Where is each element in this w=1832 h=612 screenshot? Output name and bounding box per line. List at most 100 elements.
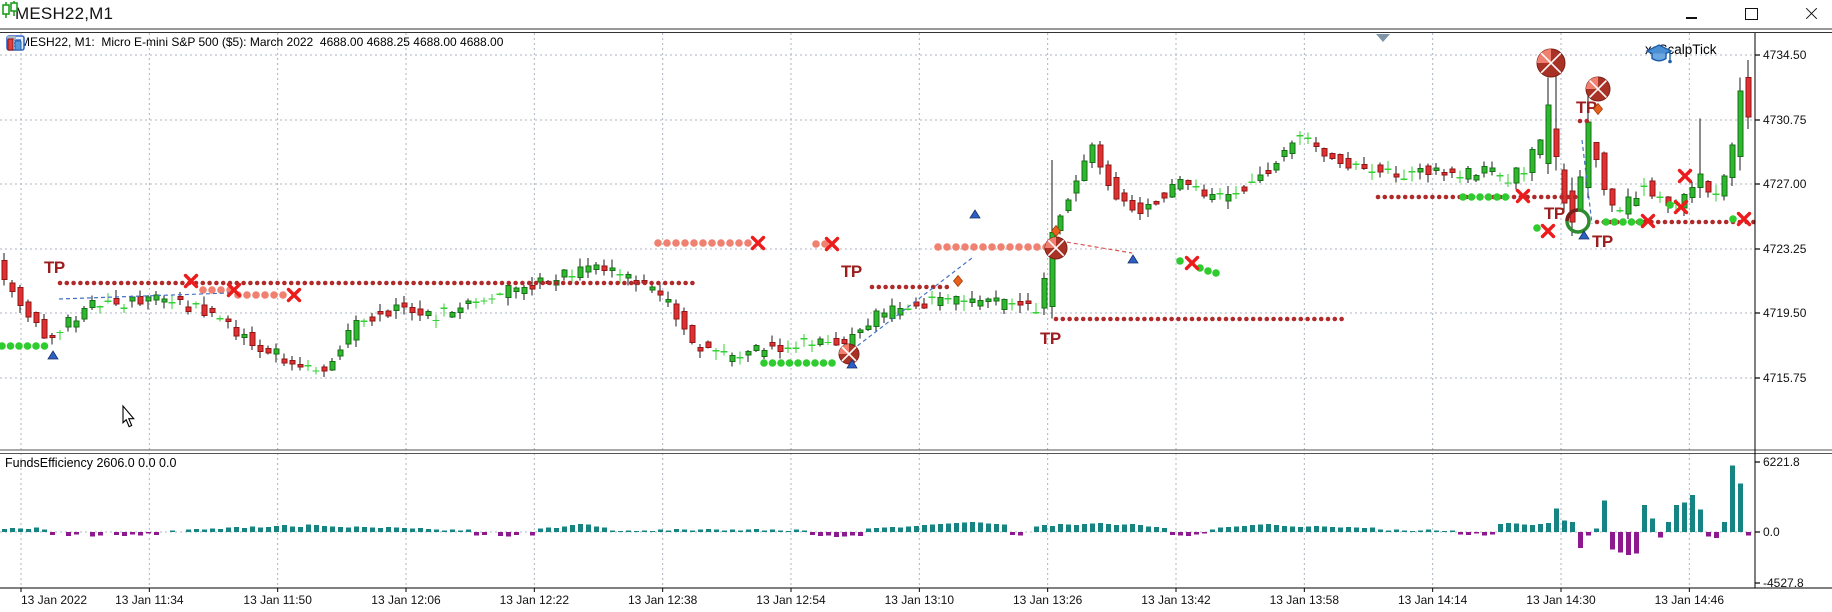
tp-label: TP bbox=[1040, 329, 1061, 348]
sell-diamond-icon bbox=[952, 274, 964, 288]
bear-candle bbox=[1, 260, 8, 281]
funds-efficiency-bar bbox=[1706, 532, 1711, 537]
funds-efficiency-bar bbox=[346, 527, 351, 532]
closed-trade-x-marks bbox=[183, 168, 1752, 303]
bull-candle bbox=[505, 284, 512, 299]
funds-efficiency-bar bbox=[578, 524, 583, 532]
bull-candle bbox=[513, 287, 520, 293]
funds-efficiency-bar bbox=[1674, 504, 1679, 532]
funds-efficiency-bar bbox=[658, 529, 663, 532]
bull-candle bbox=[1577, 176, 1584, 210]
funds-efficiency-bar bbox=[482, 532, 487, 535]
buy-arrow-icon bbox=[846, 359, 858, 369]
bull-candle bbox=[729, 354, 736, 363]
bear-candle bbox=[657, 290, 664, 296]
bear-candle bbox=[265, 348, 272, 354]
funds-efficiency-bar bbox=[930, 524, 935, 532]
bear-candle bbox=[673, 303, 680, 320]
bull-candle bbox=[817, 338, 824, 346]
chart-surface[interactable] bbox=[0, 33, 1755, 588]
funds-efficiency-bar bbox=[1402, 530, 1407, 532]
bear-candle bbox=[137, 296, 144, 305]
funds-efficiency-bar bbox=[754, 529, 759, 532]
bear-candle bbox=[225, 318, 232, 322]
bear-candle bbox=[377, 310, 384, 315]
funds-efficiency-bar bbox=[666, 530, 671, 532]
funds-efficiency-bar bbox=[1386, 530, 1391, 532]
funds-efficiency-bar bbox=[1002, 524, 1007, 532]
bull-candle bbox=[1257, 174, 1264, 181]
funds-efficiency-bar bbox=[610, 530, 615, 532]
funds-efficiency-bar bbox=[122, 532, 127, 536]
funds-efficiency-bar bbox=[1258, 524, 1263, 532]
funds-efficiency-bar bbox=[626, 530, 631, 532]
tp-label: TP bbox=[1576, 98, 1597, 117]
funds-efficiency-bar bbox=[586, 524, 591, 532]
bull-candle bbox=[89, 299, 96, 308]
funds-efficiency-bar bbox=[50, 532, 55, 535]
close-button[interactable] bbox=[1798, 3, 1824, 25]
price-tick-label: 4719.50 bbox=[1763, 306, 1807, 320]
bull-candle bbox=[353, 320, 360, 341]
bull-candle bbox=[81, 308, 88, 320]
maximize-button[interactable] bbox=[1738, 3, 1764, 25]
funds-efficiency-bar bbox=[1082, 524, 1087, 532]
funds-efficiency-bar bbox=[1442, 530, 1447, 532]
bear-candle bbox=[41, 319, 48, 339]
funds-efficiency-bar bbox=[1730, 465, 1735, 532]
bull-candle bbox=[1513, 167, 1520, 184]
window-titlebar[interactable]: MESH22,M1 bbox=[0, 0, 1832, 28]
funds-efficiency-bar bbox=[1594, 528, 1599, 532]
time-tick-label: 13 Jan 11:34 bbox=[115, 593, 184, 607]
time-tick-label: 13 Jan 11:50 bbox=[243, 593, 312, 607]
funds-efficiency-bar bbox=[746, 529, 751, 532]
funds-efficiency-bar bbox=[1538, 524, 1543, 532]
bear-candle bbox=[777, 344, 784, 353]
funds-efficiency-bar bbox=[978, 522, 983, 532]
funds-efficiency-bar bbox=[570, 525, 575, 532]
funds-efficiency-bar bbox=[1426, 529, 1431, 532]
funds-efficiency-bar bbox=[34, 527, 39, 532]
bear-candle bbox=[1361, 163, 1368, 170]
trend-dashed-lines bbox=[58, 139, 1593, 351]
bear-candle bbox=[297, 364, 304, 368]
funds-efficiency-bar bbox=[994, 524, 999, 532]
time-tick-label: 13 Jan 14:14 bbox=[1398, 593, 1468, 607]
funds-efficiency-bar bbox=[786, 530, 791, 532]
bull-candle bbox=[897, 308, 904, 316]
funds-efficiency-bar bbox=[842, 532, 847, 537]
funds-efficiency-bar bbox=[1034, 526, 1039, 532]
bear-candle bbox=[833, 338, 840, 346]
funds-efficiency-bar bbox=[562, 526, 567, 532]
signal-arrows bbox=[47, 102, 1604, 369]
funds-efficiency-bar bbox=[642, 530, 647, 532]
bull-candle bbox=[1225, 193, 1232, 202]
funds-efficiency-bar bbox=[1522, 524, 1527, 532]
funds-efficiency-bar bbox=[338, 526, 343, 532]
funds-efficiency-bar bbox=[1178, 532, 1183, 536]
bull-candle bbox=[1465, 167, 1472, 180]
buy-arrow-icon bbox=[1578, 230, 1590, 240]
buy-arrow-icon bbox=[969, 209, 981, 219]
bull-candle bbox=[241, 333, 248, 339]
bear-candle bbox=[1161, 192, 1168, 199]
funds-efficiency-bar bbox=[418, 528, 423, 532]
funds-efficiency-bar bbox=[738, 530, 743, 532]
bull-candle bbox=[1073, 180, 1080, 194]
funds-efficiency-bar bbox=[474, 532, 479, 536]
funds-efficiency-bar bbox=[1650, 518, 1655, 532]
funds-efficiency-bar bbox=[1098, 522, 1103, 532]
bull-candle bbox=[1041, 277, 1048, 309]
time-tick-label: 13 Jan 13:10 bbox=[885, 593, 955, 607]
bull-candle bbox=[753, 345, 760, 351]
bull-candle bbox=[465, 300, 472, 305]
funds-efficiency-bar bbox=[1018, 532, 1023, 536]
funds-efficiency-bar bbox=[1418, 530, 1423, 532]
bull-candle bbox=[1273, 162, 1280, 171]
bull-candle bbox=[665, 299, 672, 303]
bear-candle bbox=[1113, 176, 1120, 200]
bull-candle bbox=[593, 264, 600, 271]
minimize-button[interactable] bbox=[1678, 3, 1704, 25]
funds-efficiency-bar bbox=[514, 532, 519, 535]
funds-efficiency-bar bbox=[1506, 522, 1511, 532]
